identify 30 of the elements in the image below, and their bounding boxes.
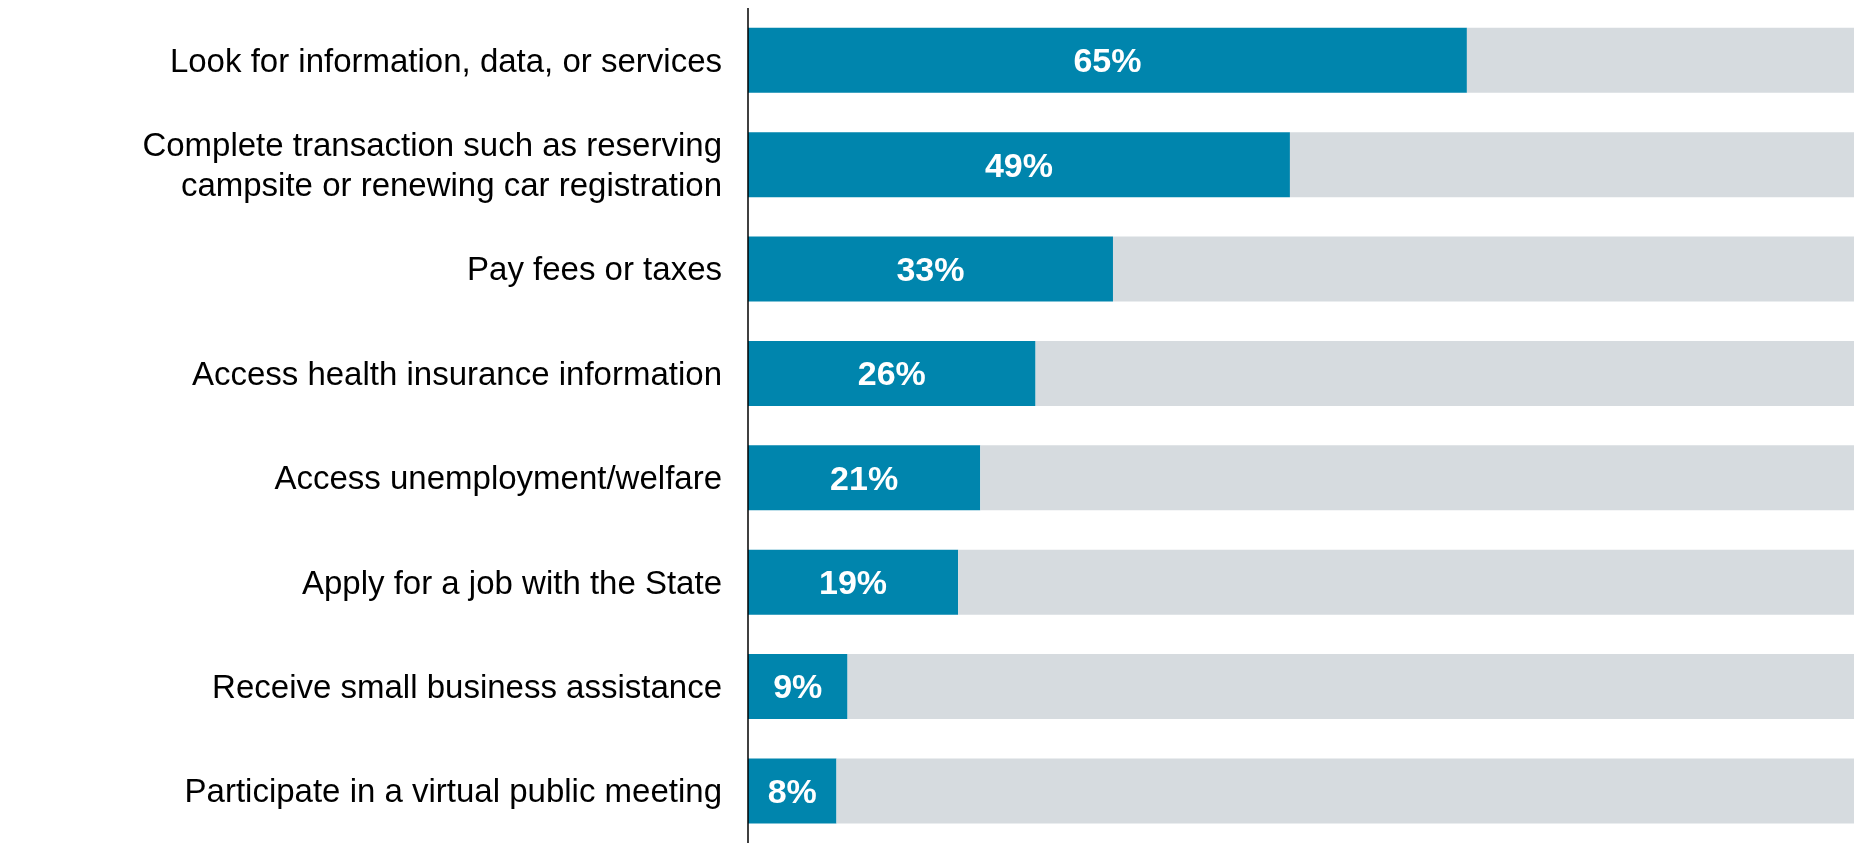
bar: [1466, 27, 1854, 93]
data-label: 19%: [819, 563, 888, 602]
bar: [748, 27, 1467, 93]
y-tick-label: Receive small business assistance: [212, 667, 722, 705]
bar: [748, 340, 1036, 406]
data-label: 8%: [767, 771, 817, 810]
y-tick-label: Complete transaction such as reserving campsite or renewing car registration: [142, 126, 722, 204]
y-tick-label: Apply for a job with the State: [301, 563, 722, 601]
bar: [980, 445, 1854, 511]
bar: [748, 236, 1113, 302]
bar: [748, 132, 1290, 198]
bar: [748, 445, 981, 511]
bar: [1035, 340, 1854, 406]
data-label: 26%: [857, 354, 926, 393]
data-label: 21%: [830, 458, 899, 497]
bar: [1289, 132, 1854, 198]
data-label: 33%: [896, 249, 965, 288]
data-label: 9%: [773, 667, 823, 706]
bar: [958, 549, 1854, 615]
bar: [836, 758, 1854, 824]
y-tick-label: Access unemployment/welfare: [274, 459, 722, 497]
data-label: 65%: [1073, 41, 1142, 80]
bar: [847, 654, 1854, 720]
y-tick-label: Participate in a virtual public meeting: [184, 772, 722, 810]
data-label: 49%: [984, 145, 1053, 184]
y-tick-label: Look for information, data, or services: [169, 41, 722, 79]
bar: [748, 549, 959, 615]
y-tick-label: Pay fees or taxes: [467, 250, 722, 288]
bar: [1112, 236, 1854, 302]
y-tick-label: Access health insurance information: [191, 354, 722, 392]
